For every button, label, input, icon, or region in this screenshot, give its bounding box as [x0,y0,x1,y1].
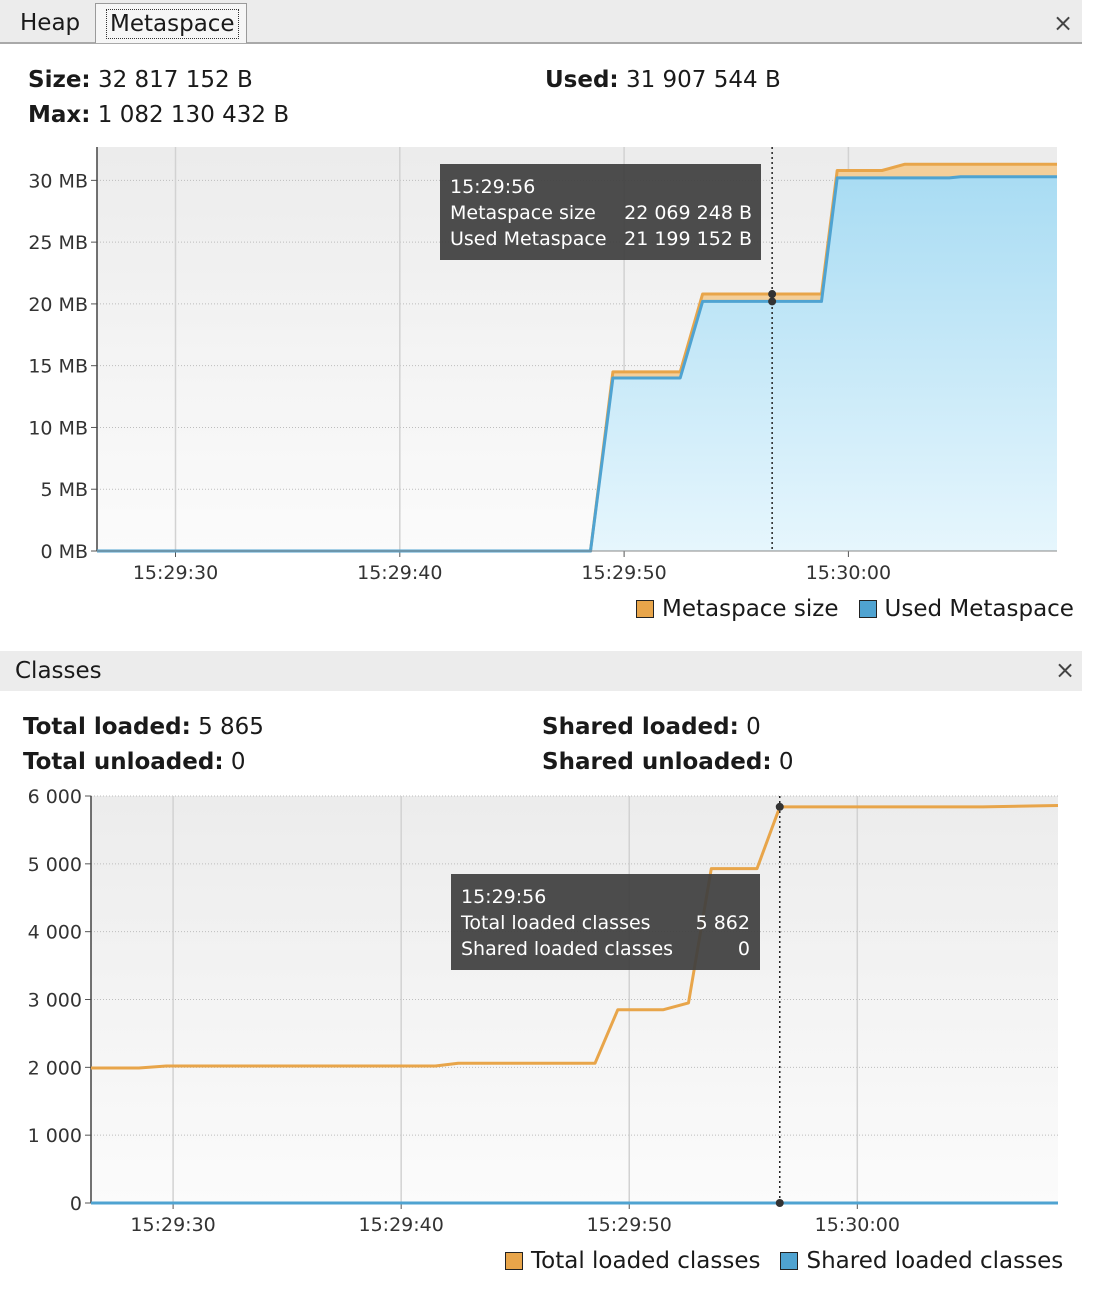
tooltip-row-label: Metaspace size [450,202,596,224]
total-loaded-value: 5 865 [198,714,264,740]
tab-bar: Heap Metaspace × [0,0,1082,44]
y-tick-label: 5 000 [28,854,82,876]
x-tick-label: 15:29:40 [358,1214,443,1236]
legend-item-used-metaspace[interactable]: Used Metaspace [858,596,1074,622]
legend-swatch-blue [858,600,877,618]
legend-swatch-blue [780,1252,799,1270]
crosshair-dot-0 [775,802,784,811]
size-label: Size: [28,67,91,93]
shared-loaded-label: Shared loaded: [542,714,739,740]
shared-unloaded-value: 0 [778,749,794,775]
close-icon[interactable]: × [1052,9,1074,37]
tooltip-row-label: Total loaded classes [460,912,651,934]
y-tick-label: 3 000 [28,990,82,1012]
tooltip-box [451,874,760,970]
shared-loaded-value: 0 [746,714,761,740]
tooltip-row-value: 0 [738,938,750,960]
x-tick-label: 15:29:30 [130,1214,215,1236]
tooltip-row-label: Shared loaded classes [461,938,673,960]
total-unloaded: Total unloaded: 0 [23,749,245,775]
shared-unloaded: Shared unloaded: 0 [542,749,794,775]
classes-legend: Total loaded classes Shared loaded class… [505,1248,1063,1274]
y-tick-label: 0 [70,1193,82,1215]
metaspace-legend: Metaspace size Used Metaspace [636,596,1074,622]
crosshair-dot-1 [775,1199,784,1207]
classes-title: Classes [15,658,102,684]
y-tick-label: 10 MB [28,417,88,439]
total-loaded: Total loaded: 5 865 [23,714,264,740]
tab-heap[interactable]: Heap [20,10,81,36]
tooltip-box [440,164,761,260]
legend-item-shared-loaded[interactable]: Shared loaded classes [780,1248,1063,1274]
x-tick-label: 15:29:30 [133,562,218,584]
tab-metaspace-label: Metaspace [106,9,239,39]
metaspace-size: Size: 32 817 152 B [28,67,253,93]
tooltip-row-label: Used Metaspace [450,228,607,250]
tooltip: 15:29:56 Metaspace size 22 069 248 B Used M… [440,164,761,260]
shared-loaded: Shared loaded: 0 [542,714,761,740]
legend-label: Metaspace size [662,596,839,622]
y-tick-label: 0 MB [40,541,88,563]
total-unloaded-value: 0 [230,749,246,775]
classes-header: Classes [0,651,1082,691]
y-tick-label: 6 000 [28,786,82,808]
legend-label: Total loaded classes [531,1248,761,1274]
x-tick-label: 15:29:40 [357,562,442,584]
x-tick-label: 15:30:00 [815,1214,900,1236]
y-tick-label: 25 MB [28,232,88,254]
legend-item-metaspace-size[interactable]: Metaspace size [636,596,839,622]
y-tick-label: 30 MB [28,170,88,192]
close-icon[interactable]: × [1054,656,1076,684]
legend-swatch-orange [505,1252,523,1270]
used-label: Used: [545,67,619,93]
tooltip-row-value: 5 862 [696,912,750,934]
metaspace-max: Max: 1 082 130 432 B [28,102,289,128]
series-line-0 [91,804,1059,1070]
legend-swatch-orange [636,600,654,618]
y-tick-label: 5 MB [40,479,88,501]
x-tick-label: 15:29:50 [581,562,666,584]
tooltip-row-value: 22 069 248 B [624,202,752,224]
y-tick-label: 20 MB [28,294,88,316]
total-loaded-label: Total loaded: [23,714,191,740]
max-label: Max: [28,102,91,128]
tooltip-row-value: 21 199 152 B [624,228,752,250]
crosshair-dot-0 [768,290,777,299]
y-tick-label: 15 MB [28,356,88,378]
metaspace-used: Used: 31 907 544 B [545,67,781,93]
tooltip-time: 15:29:56 [461,886,546,908]
tab-metaspace[interactable]: Metaspace [95,3,247,43]
size-value: 32 817 152 B [97,67,253,93]
tooltip-time: 15:29:56 [450,176,535,198]
used-value: 31 907 544 B [625,67,781,93]
series-fill-used-metaspace [97,176,1057,551]
y-tick-label: 4 000 [28,922,82,944]
legend-item-total-loaded[interactable]: Total loaded classes [505,1248,760,1274]
tooltip: 15:29:56 Total loaded classes 5 862 Shared … [451,874,760,970]
max-value: 1 082 130 432 B [97,102,290,128]
shared-unloaded-label: Shared unloaded: [542,749,772,775]
legend-label: Used Metaspace [884,596,1074,622]
x-tick-label: 15:29:50 [587,1214,672,1236]
legend-label: Shared loaded classes [806,1248,1064,1274]
x-tick-label: 15:30:00 [806,562,891,584]
series-line-1 [97,175,1057,553]
y-tick-label: 2 000 [28,1057,82,1079]
crosshair-dot-1 [768,297,777,306]
y-tick-label: 1 000 [28,1125,82,1147]
total-unloaded-label: Total unloaded: [23,749,224,775]
